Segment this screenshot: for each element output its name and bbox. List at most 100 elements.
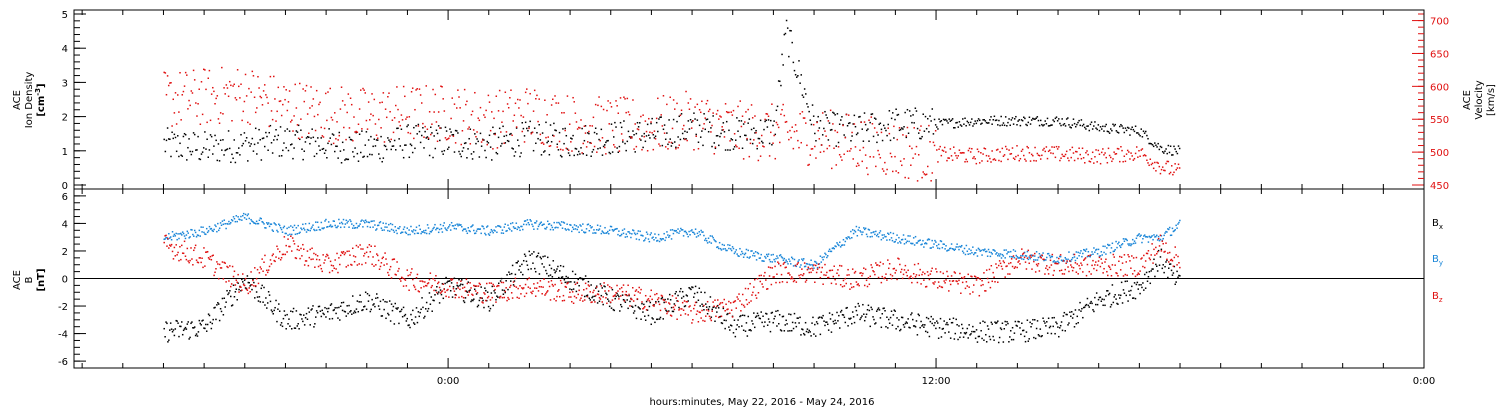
b-field-point-x [292,307,295,310]
density-point [978,119,981,122]
velocity-point [1044,150,1046,153]
b-field-point-z [812,269,814,271]
b-field-point-x [734,335,737,338]
density-point [536,131,538,134]
density-point [256,153,258,155]
density-point [598,138,600,141]
velocity-point [195,102,197,104]
velocity-point [884,161,886,164]
b-field-point-y [278,224,281,227]
b-field-point-z [678,309,680,311]
density-point [641,135,643,137]
b-field-point-z [667,310,669,313]
density-point [1035,117,1037,120]
b-field-point-x [1154,275,1156,278]
b-field-point-z [726,308,728,311]
b-field-point-x [826,323,829,326]
velocity-point [200,81,203,83]
b-field-point-z [188,261,190,264]
b-field-point-x [1162,264,1164,266]
b-field-point-x [313,326,315,328]
density-point [854,125,857,128]
b-field-point-x [1148,270,1151,273]
b-field-point-x [863,313,865,315]
density-point [599,147,601,149]
b-field-point-z [676,318,678,321]
velocity-point [728,111,730,114]
density-point [729,149,731,151]
b-field-point-y [1006,252,1008,255]
velocity-point [504,91,507,94]
b-field-point-x [1058,335,1060,338]
b-field-point-y [951,247,954,250]
b-field-point-z [209,255,212,258]
b-field-point-y [705,237,707,240]
b-field-point-x [1170,269,1173,272]
velocity-point [437,111,440,113]
b-field-point-y [623,228,626,230]
velocity-point [758,142,761,144]
density-point [435,129,438,132]
b-field-point-y [1168,226,1171,229]
density-point [224,149,226,152]
density-point [1019,124,1022,127]
density-point [443,149,446,152]
density-point [420,134,423,137]
density-point [349,138,352,141]
velocity-point [975,162,978,165]
b-field-point-x [1096,303,1099,306]
b-field-point-y [540,221,543,223]
b-field-point-y [407,233,409,236]
b-field-point-x [291,310,294,313]
b-field-point-x [658,318,661,320]
velocity-point [711,124,713,127]
b-field-point-x [952,317,955,320]
b-field-point-z [439,292,442,294]
density-point [980,123,982,125]
density-point [624,142,626,145]
b-field-point-z [549,299,552,301]
b-field-point-z [310,258,312,261]
b-field-point-y [558,223,561,225]
b-field-point-y [668,236,670,238]
density-point [872,135,875,138]
b-field-point-x [459,284,461,287]
density-point [561,155,563,158]
b-field-point-y [415,226,418,228]
b-field-point-x [1086,297,1089,300]
b-field-point-y [278,223,280,225]
velocity-point [1080,157,1083,160]
b-field-point-y [192,233,194,236]
b-field-point-y [228,220,230,223]
b-field-point-x [980,329,982,332]
density-point [320,137,322,139]
velocity-point [680,109,683,112]
b-field-point-y [1095,248,1098,251]
b-field-point-z [242,284,245,286]
b-field-point-x [814,323,816,326]
b-field-point-y [826,256,828,259]
b-field-point-y [1074,259,1077,262]
velocity-point [329,87,331,90]
b-field-point-z [510,292,513,294]
b-field-point-x [362,309,364,311]
b-field-point-x [537,252,540,255]
b-field-point-z [256,268,259,271]
b-field-point-x [790,313,792,316]
b-field-point-z [508,298,510,301]
b-field-point-z [428,278,431,281]
density-point [648,134,650,137]
b-field-point-z [598,296,601,299]
density-point [554,129,556,131]
b-field-point-x [822,314,824,317]
b-field-point-x [718,316,721,318]
velocity-point [379,101,381,104]
b-field-point-y [215,225,217,228]
b-field-point-x [876,308,879,311]
velocity-point [572,96,574,99]
b-field-point-x [848,317,850,320]
b-field-point-x [543,266,545,268]
velocity-point [542,143,545,145]
b-field-point-x [198,319,201,322]
b-field-point-y [966,250,969,253]
